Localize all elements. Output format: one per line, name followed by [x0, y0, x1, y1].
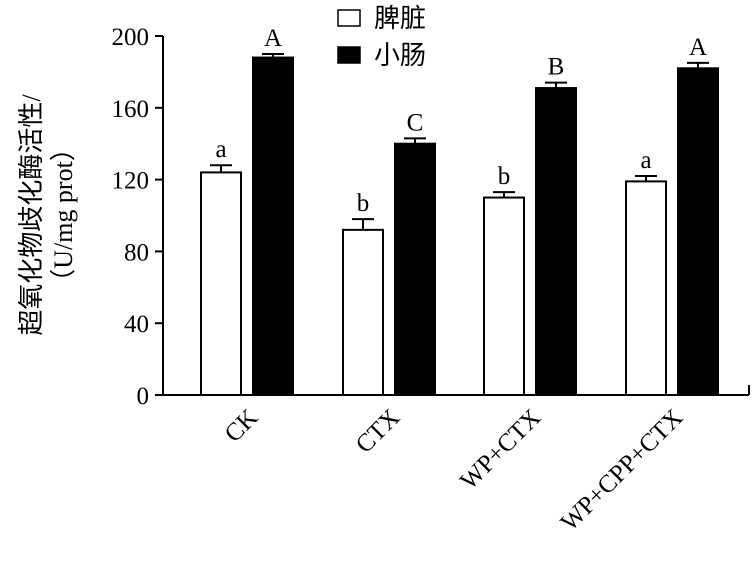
legend-swatch-intestine — [337, 46, 361, 64]
y-tick-label: 80 — [124, 239, 149, 266]
x-category-label: WP+CTX — [455, 404, 546, 495]
bar-intestine — [677, 67, 719, 396]
significance-label: C — [407, 109, 424, 136]
significance-label: b — [357, 190, 370, 217]
plot-area: 0 40 80 120 160 200 a A CK b C CTX b B WP+CTX a A WP+CPP+… — [112, 24, 750, 537]
y-tick-label: 120 — [112, 168, 150, 195]
bar-spleen — [483, 196, 525, 396]
x-category-label: CTX — [351, 404, 405, 458]
significance-label: a — [640, 147, 651, 174]
y-tick-label: 40 — [124, 311, 149, 338]
legend: 脾脏 小肠 — [337, 4, 426, 70]
significance-label: b — [498, 163, 511, 190]
y-tick-label: 0 — [137, 383, 150, 410]
y-tick-label: 200 — [112, 24, 150, 51]
bar-intestine — [394, 142, 436, 396]
bar-spleen — [625, 180, 667, 396]
legend-label-spleen: 脾脏 — [374, 4, 426, 33]
y-axis-title-line1: 超氧化物歧化酶活性/ — [17, 94, 46, 336]
x-category-label: CK — [220, 404, 264, 448]
bar-intestine — [535, 87, 577, 397]
x-category-label: WP+CPP+CTX — [556, 404, 688, 536]
bar-spleen — [342, 228, 384, 396]
legend-label-intestine: 小肠 — [374, 41, 426, 70]
y-axis-title-line2: （U/mg prot） — [49, 135, 78, 295]
significance-label: B — [548, 54, 565, 81]
y-tick-label: 160 — [112, 96, 150, 123]
significance-label: a — [215, 136, 226, 163]
significance-label: A — [264, 25, 282, 52]
legend-swatch-spleen — [337, 9, 361, 27]
significance-label: A — [689, 34, 707, 61]
bar-spleen — [200, 171, 242, 396]
bar-intestine — [252, 56, 294, 396]
